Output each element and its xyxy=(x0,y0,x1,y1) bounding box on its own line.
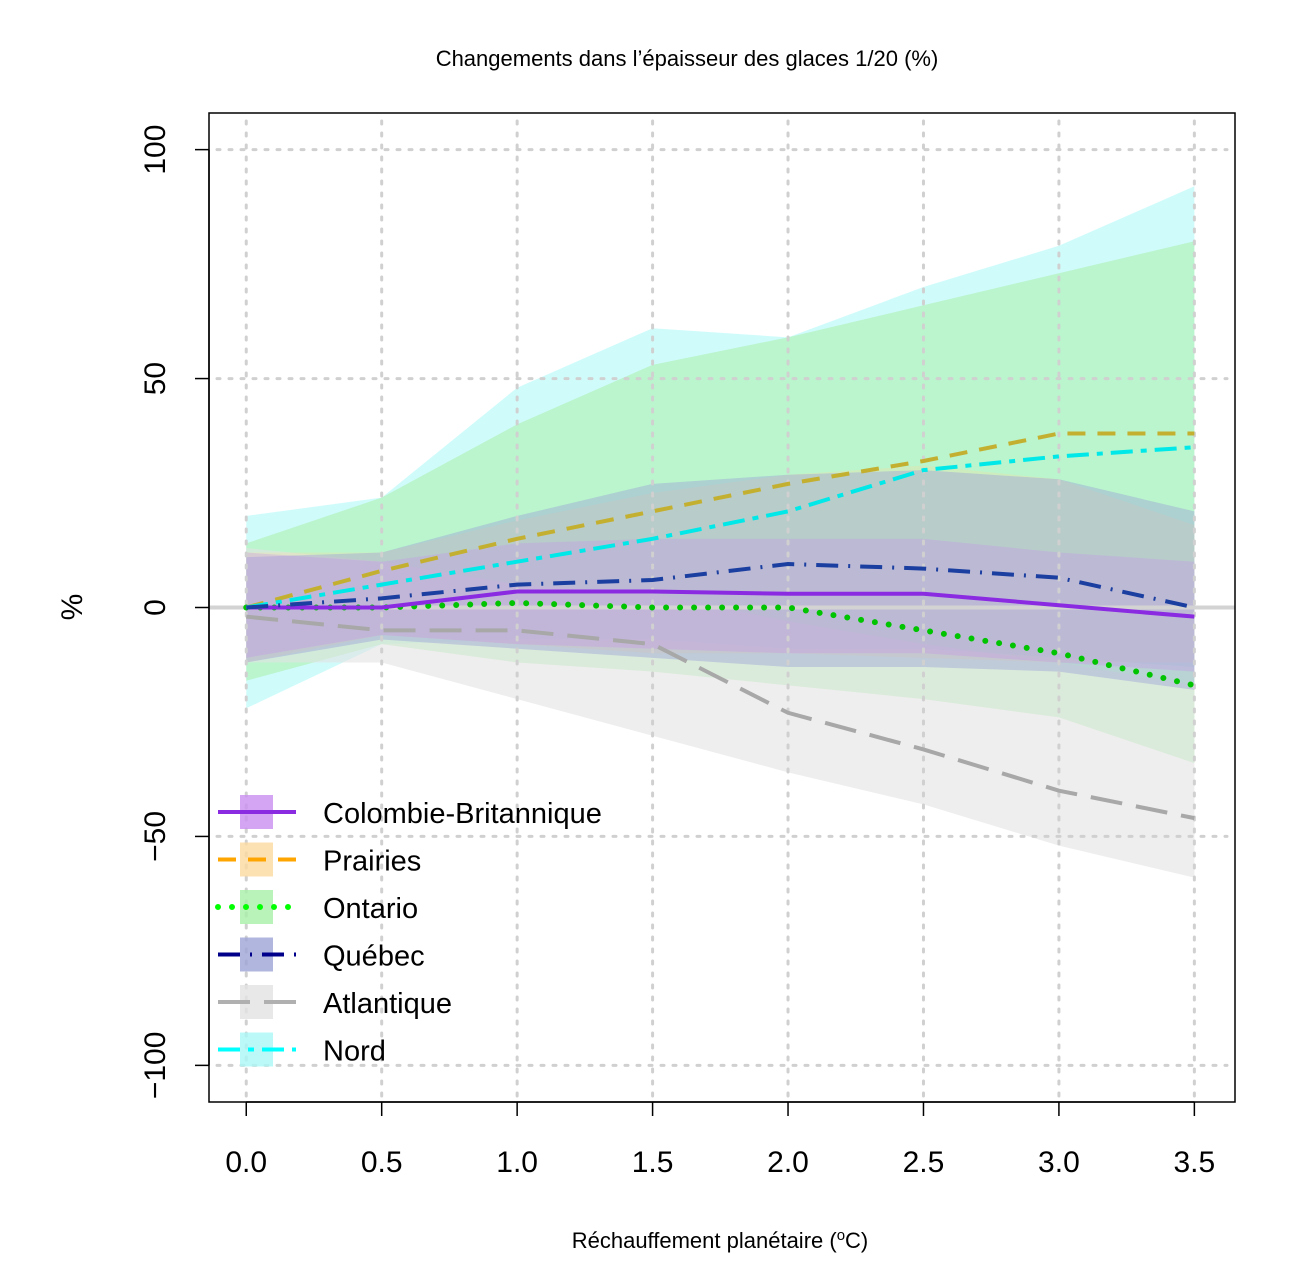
legend-label: Atlantique xyxy=(323,988,452,1020)
legend-item-atlantique: Atlantique xyxy=(218,985,452,1020)
band-prairies xyxy=(246,465,1195,663)
x-tick-label: 0.5 xyxy=(361,1146,403,1179)
x-tick-label: 3.0 xyxy=(1038,1146,1080,1179)
confidence-bands xyxy=(246,186,1195,878)
x-axis-title-main: Réchauffement planétaire ( xyxy=(572,1228,838,1253)
legend-label: Ontario xyxy=(323,893,418,925)
legend-label: Québec xyxy=(323,941,425,973)
chart-title: Changements dans l’épaisseur des glaces … xyxy=(436,46,939,71)
line-ontario xyxy=(243,599,1198,689)
line-colombie-britannique xyxy=(246,589,1195,619)
legend-item-ontario: Ontario xyxy=(215,890,418,925)
line-nord xyxy=(245,445,1195,610)
y-tick-label: −50 xyxy=(139,811,172,862)
x-axis: 0.0 0.5 1.0 1.5 2.0 2.5 3.0 3.5 xyxy=(225,1101,1216,1179)
x-tick-label: 3.5 xyxy=(1174,1146,1216,1179)
y-tick-label: 0 xyxy=(139,599,172,616)
x-axis-title-superscript: o xyxy=(837,1227,845,1244)
series-lines xyxy=(243,431,1198,821)
legend-item-colombie-britannique: Colombie-Britannique xyxy=(218,795,602,830)
x-tick-label: 0.0 xyxy=(225,1146,267,1179)
x-tick-label: 1.5 xyxy=(632,1146,674,1179)
y-axis-title: % xyxy=(56,594,89,621)
line-prairies xyxy=(245,431,1195,610)
x-tick-label: 1.0 xyxy=(496,1146,538,1179)
legend-item-prairies: Prairies xyxy=(218,842,421,878)
legend-item-quebec: Québec xyxy=(218,937,425,973)
y-axis: 100 50 0 −50 −100 xyxy=(139,125,210,1100)
line-atlantique xyxy=(246,614,1195,821)
y-tick-label: 100 xyxy=(139,125,172,175)
x-tick-label: 2.5 xyxy=(903,1146,945,1179)
legend-label: Colombie-Britannique xyxy=(323,798,602,830)
x-axis-title: Réchauffement planétaire (oC) xyxy=(572,1227,869,1253)
x-tick-label: 2.0 xyxy=(767,1146,809,1179)
legend-item-nord: Nord xyxy=(218,1032,386,1068)
x-axis-title-tail: C) xyxy=(845,1228,868,1253)
legend-label: Nord xyxy=(323,1036,386,1068)
y-tick-label: −100 xyxy=(139,1032,172,1100)
legend: Colombie-Britannique Prairies Ontario Québe… xyxy=(215,795,602,1068)
line-quebec xyxy=(246,561,1195,610)
y-tick-label: 50 xyxy=(139,362,172,395)
legend-label: Prairies xyxy=(323,846,421,878)
